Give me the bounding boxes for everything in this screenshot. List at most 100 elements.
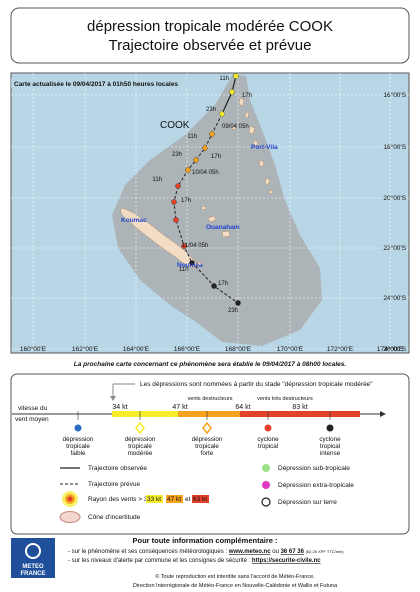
cat-marker	[326, 424, 334, 432]
track-point	[211, 283, 217, 289]
text: - sur les niveaux d'alerte par commune e…	[68, 558, 252, 564]
track-point	[235, 300, 241, 306]
site-link[interactable]: https://securite-civile.nc	[252, 558, 321, 564]
lon-label: 166°00'E	[174, 345, 201, 353]
updated-bg	[11, 78, 196, 88]
threshold: 83 kt	[292, 404, 307, 411]
extratropical-marker	[262, 481, 270, 489]
wind-band: vents très destructeurs	[257, 396, 313, 402]
lat-label: 24°00'S	[383, 294, 406, 302]
text: ou	[271, 549, 281, 555]
cat-label: forte	[201, 450, 214, 457]
title-box	[10, 7, 410, 64]
band-orange	[178, 411, 240, 417]
cat-marker	[202, 421, 212, 435]
footer-line2: - sur les niveaux d'alerte par commune e…	[68, 558, 321, 564]
graticule: 16°00'S 18°00'S 20°00'S 22°00'S 24°00'S 26°00…	[11, 73, 409, 353]
place: Port-Vila	[251, 144, 278, 151]
updated: Carte actualisée le 09/04/2017 à 01h50 h…	[14, 81, 178, 88]
phone: 36 67 36	[281, 549, 305, 555]
cone-label: Cône d'incertitude	[88, 514, 141, 521]
naming-arrow-head	[110, 396, 116, 401]
text: - sur le phénomène et ses conséquences m…	[68, 549, 229, 555]
price: (62.25 XPF TTC/min)	[306, 549, 345, 554]
subtropical-marker	[262, 464, 270, 472]
r33-bg	[146, 495, 163, 503]
cat-marker	[135, 421, 145, 435]
cat-label: cyclone	[319, 436, 341, 443]
r33: 33 kt	[147, 496, 161, 503]
track-point	[233, 73, 239, 79]
track-label: 11/04 05h	[182, 243, 208, 249]
storm-name: COOK	[160, 120, 190, 131]
subtitle: Trajectoire observée et prévue	[109, 37, 312, 54]
wind-axis: vent moyen	[15, 416, 49, 423]
track-point	[208, 130, 216, 138]
cat-label: intense	[320, 450, 341, 457]
track-point	[171, 199, 177, 205]
radius-63	[67, 496, 73, 502]
subtropical-label: Dépression sub-tropicale	[278, 465, 350, 472]
place: Nouméa	[177, 262, 203, 269]
overland-label: Dépression sur terre	[278, 499, 337, 506]
track-point	[189, 260, 195, 266]
r63: 63 kt	[193, 496, 207, 503]
logo-text: METEO	[22, 564, 44, 570]
track-label: 17h	[218, 281, 228, 287]
cat-label: dépression	[63, 436, 94, 443]
track-point	[173, 217, 179, 223]
copyright: © Toute reproduction est interdite sans …	[155, 573, 315, 580]
logo-mark	[25, 543, 41, 559]
track-label: 11h	[179, 267, 189, 273]
overland-marker	[261, 497, 271, 507]
site-link[interactable]: www.meteo.nc	[228, 549, 271, 555]
track-label: 11h	[219, 76, 229, 82]
uncertainty-cone	[112, 74, 322, 346]
forecast-label: Trajectoire prévue	[88, 481, 141, 488]
cat-marker	[264, 424, 272, 432]
and: et	[185, 496, 191, 503]
cat-marker	[74, 424, 82, 432]
lon-label: 172°00'E	[327, 345, 354, 353]
cat-label: modérée	[128, 450, 153, 457]
cat-label: tropical	[258, 443, 278, 450]
cat-label: tropical	[320, 443, 340, 450]
footer-line1: - sur le phénomène et ses conséquences m…	[68, 549, 344, 555]
wind-band: vents destructeurs	[188, 396, 233, 402]
thresholds: 34 kt 47 kt 64 kt 83 kt	[112, 404, 307, 411]
lon-label: 164°00'E	[123, 345, 150, 353]
track-point	[192, 156, 200, 164]
track-label: 17h	[181, 198, 191, 204]
r47-bg	[166, 495, 183, 503]
lon-label: 160°00'E	[20, 345, 47, 353]
title: dépression tropicale modérée COOK	[87, 18, 333, 35]
r63-bg	[192, 495, 209, 503]
lon-label: 170°00'E	[277, 345, 304, 353]
wind-axis-arrow	[380, 411, 386, 417]
track-point	[218, 110, 226, 118]
place: Koumac	[121, 217, 147, 224]
cat-label: tropicale	[128, 443, 152, 450]
track-point	[184, 166, 192, 174]
radius-text: Rayon des vents >	[88, 496, 142, 503]
threshold: 34 kt	[112, 404, 127, 411]
lat-label: 22°00'S	[383, 244, 406, 252]
track-label: 23h	[206, 107, 216, 113]
track-label: 11h	[152, 177, 162, 183]
lat-label: 16°00'S	[383, 91, 406, 99]
place: Ouanaham	[206, 224, 240, 231]
new-caledonia	[120, 207, 199, 268]
track-point	[175, 183, 181, 189]
cat-label: dépression	[125, 436, 156, 443]
threshold: 47 kt	[172, 404, 187, 411]
cat-label: faible	[70, 450, 86, 457]
track-point	[228, 88, 236, 96]
categories: dépressiontropicalefaibledépressiontropi…	[63, 411, 341, 457]
cat-label: dépression	[192, 436, 223, 443]
track-points: 11h 17h 23h 09/04 05h 11h 17h 23h 10/04 05h 11h 1…	[121, 73, 278, 314]
lon-label: 162°00'E	[72, 345, 99, 353]
track-label: 17h	[242, 93, 252, 99]
logo-text: FRANCE	[21, 571, 46, 577]
observed-label: Trajectoire observée	[88, 465, 147, 472]
